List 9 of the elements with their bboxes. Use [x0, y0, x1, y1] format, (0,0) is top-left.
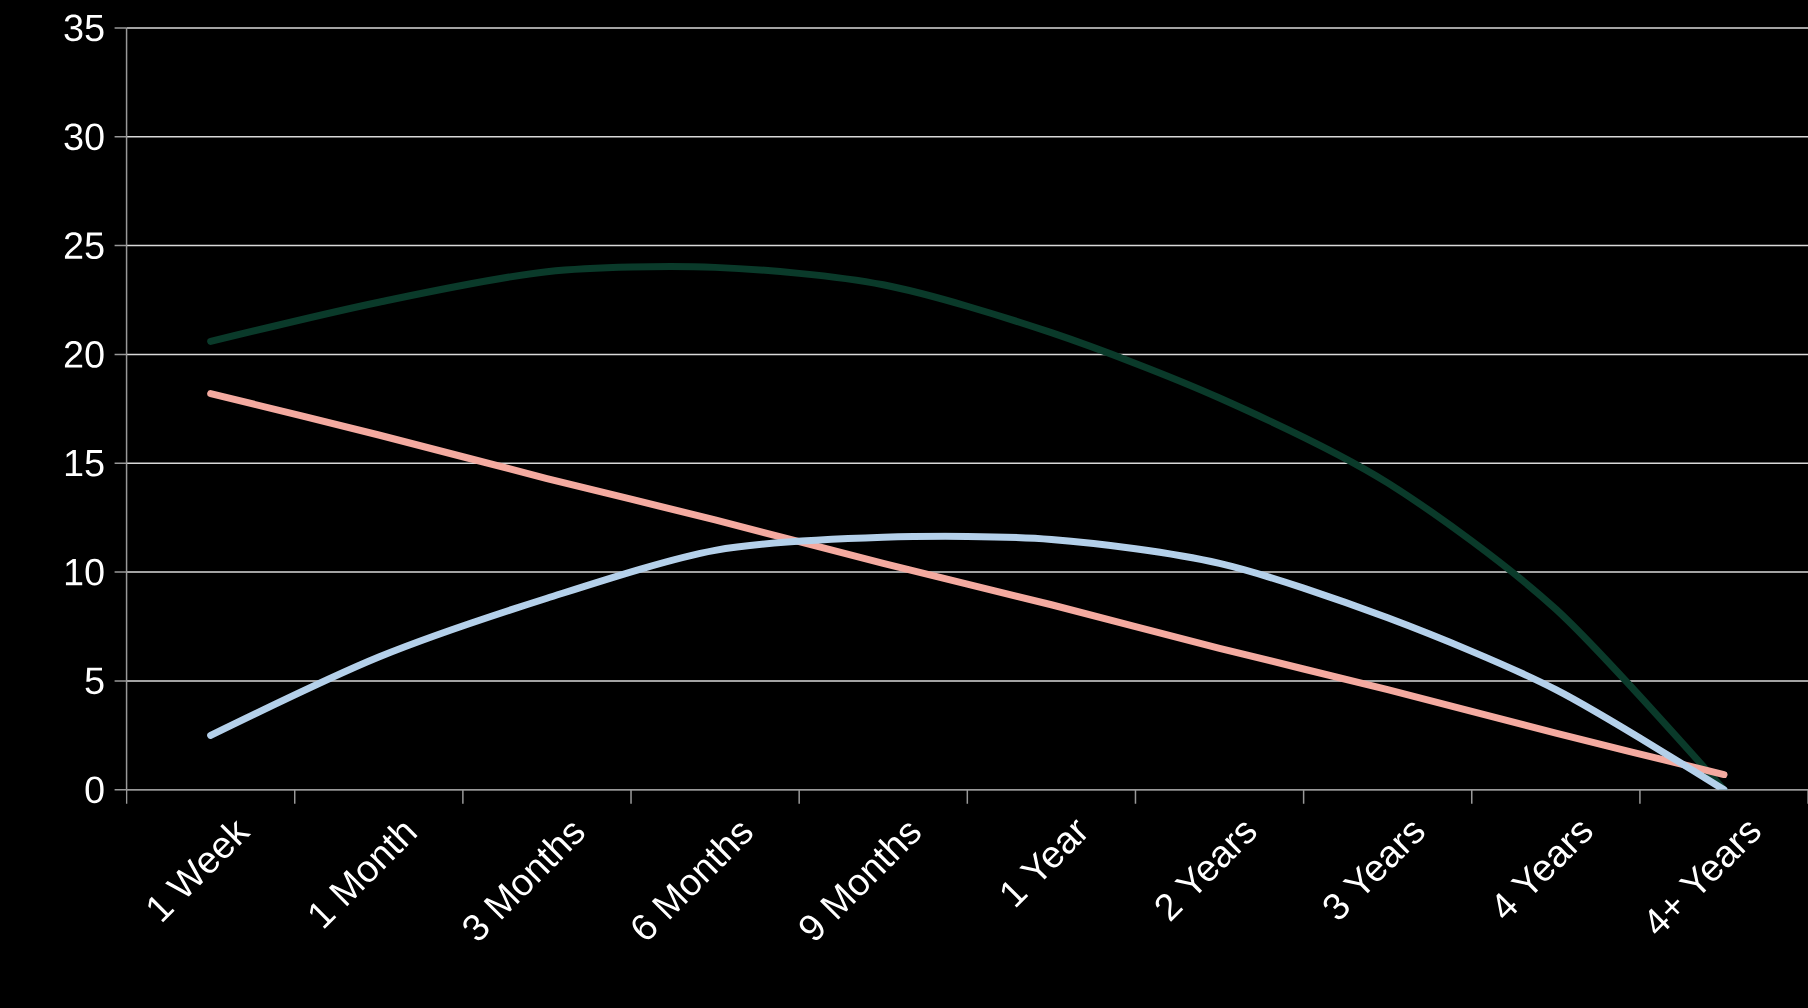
y-tick-label: 0 — [85, 776, 104, 803]
y-tick-label: 25 — [64, 232, 104, 259]
y-tick-label: 10 — [65, 558, 104, 586]
y-tick-label: 35 — [64, 14, 104, 42]
y-tick-label: 20 — [64, 340, 104, 368]
y-tick-label: 30 — [64, 123, 104, 150]
y-tick-label: 15 — [65, 449, 104, 477]
x-tick-label: 1 Year — [1001, 819, 1087, 908]
y-tick-label: 5 — [85, 667, 104, 694]
